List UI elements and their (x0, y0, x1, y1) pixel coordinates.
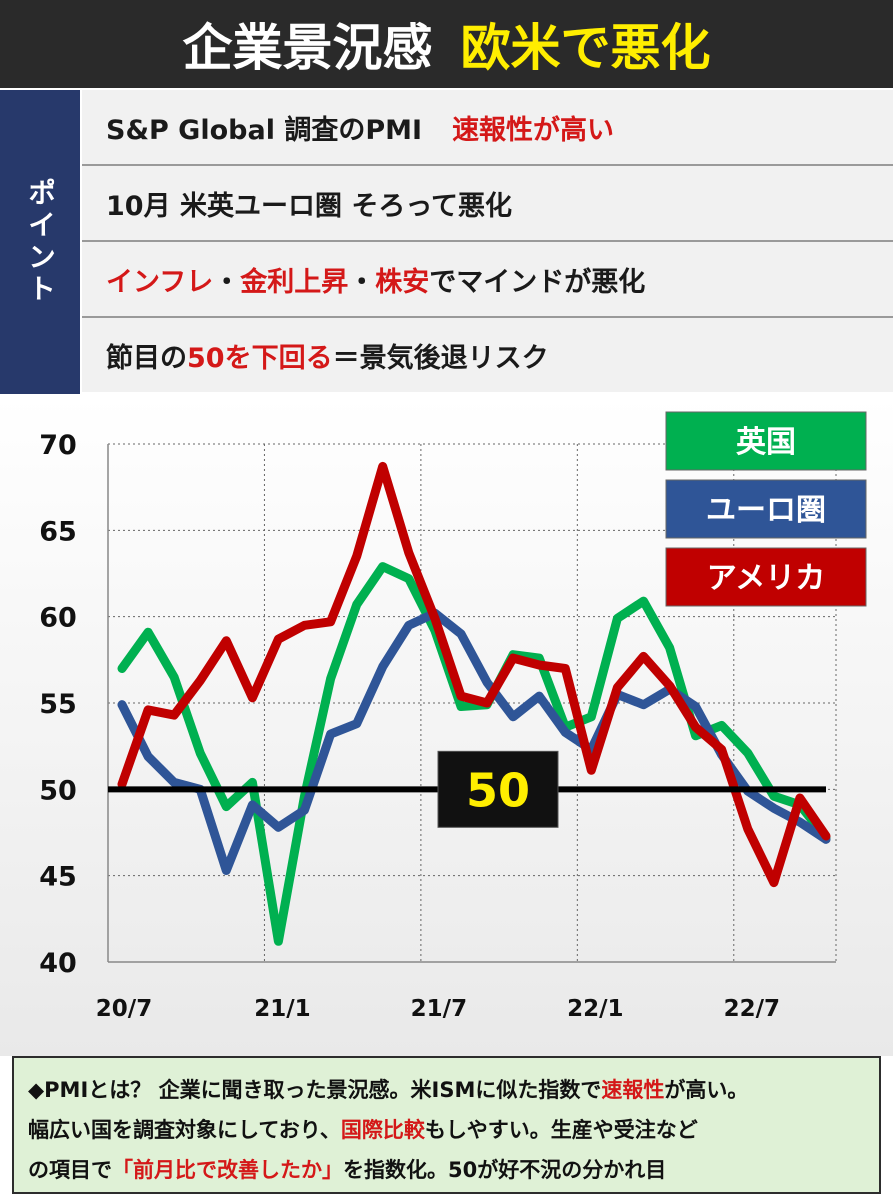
legend-label: 英国 (736, 425, 796, 460)
note-3-text-b: を指数化。50が好不況の分かれ目 (343, 1158, 667, 1182)
y-tick-label: 65 (39, 516, 77, 547)
title-bar: 企業景況感 欧米で悪化 (0, 0, 893, 88)
point-2-text: 10月 米英ユーロ圏 そろって悪化 (106, 190, 513, 222)
row-divider (82, 164, 893, 166)
points-label: ポイント (0, 90, 80, 394)
point-row-1: S&P Global 調査のPMI 速報性が高い (82, 90, 893, 164)
x-tick-label: 20/7 (96, 996, 152, 1022)
note-3-text-a: の項目で (28, 1158, 112, 1182)
note-1-text-b: が高い。 (664, 1078, 749, 1102)
point-4-text-a: 節目の (106, 342, 187, 374)
x-tick-label: 21/7 (411, 996, 467, 1022)
chart-area: 40 45 50 55 60 65 70 20/7 21/1 21/7 22/1 22/7 50 英… (0, 396, 893, 1056)
point-3-highlight-2: 金利上昇 (240, 266, 349, 298)
y-tick-label: 50 (39, 775, 77, 806)
legend-swatch (665, 547, 867, 607)
point-row-4: 節目の 50を下回る ＝景気後退リスク (82, 318, 893, 392)
legend-label: アメリカ (707, 561, 826, 596)
point-3-highlight-1: インフレ (106, 266, 214, 298)
x-tick-label: 22/1 (567, 996, 623, 1022)
pmi-line-chart: 40 45 50 55 60 65 70 20/7 21/1 21/7 22/1 22/7 50 英… (0, 396, 893, 1056)
note-2-text-b: もしやすい。生産や受注など (424, 1118, 698, 1142)
y-tick-label: 45 (39, 862, 77, 893)
points-panel: ポイント S&P Global 調査のPMI 速報性が高い 10月 米英ユーロ圏… (0, 90, 893, 394)
series-line (117, 461, 831, 888)
point-3-sep-1: ・ (213, 266, 241, 298)
note-line-1: ◆PMIとは？ 企業に聞き取った景況感。米ISMに似た指数で速報性が高い。 (28, 1070, 865, 1110)
legend-swatch (665, 479, 867, 539)
point-1-text: S&P Global 調査のPMI (106, 114, 423, 146)
point-row-2: 10月 米英ユーロ圏 そろって悪化 (82, 166, 893, 240)
page-subtitle: 欧米で悪化 (460, 19, 711, 77)
point-3-text: でマインドが悪化 (429, 266, 646, 298)
point-4-text-b: ＝景気後退リスク (332, 342, 549, 374)
legend-swatch (665, 411, 867, 471)
point-1-highlight: 速報性が高い (452, 114, 615, 146)
y-tick-label: 60 (39, 603, 77, 634)
note-1-text-a: ◆PMIとは？ 企業に聞き取った景況感。米ISMに似た指数で (28, 1078, 602, 1102)
note-line-3: の項目で「前月比で改善したか」を指数化。50が好不況の分かれ目 (28, 1150, 865, 1190)
y-tick-label: 40 (39, 948, 77, 979)
y-tick-label: 70 (39, 430, 77, 461)
point-3-highlight-3: 株安 (375, 266, 430, 298)
point-row-3: インフレ ・ 金利上昇 ・ 株安 でマインドが悪化 (82, 242, 893, 316)
series-line (117, 608, 831, 875)
point-3-sep-2: ・ (348, 266, 376, 298)
note-line-2: 幅広い国を調査対象にしており、国際比較もしやすい。生産や受注など (28, 1110, 865, 1150)
legend-label: ユーロ圏 (706, 493, 826, 528)
note-3-highlight: 「前月比で改善したか」 (112, 1158, 343, 1182)
points-label-text: ポイント (24, 178, 57, 306)
note-1-highlight: 速報性 (601, 1078, 665, 1102)
reference-label: 50 (466, 763, 530, 817)
row-divider (82, 240, 893, 242)
note-2-text-a: 幅広い国を調査対象にしており、 (28, 1118, 341, 1142)
page-title: 企業景況感 (182, 19, 433, 77)
x-tick-label: 21/1 (254, 996, 310, 1022)
reference-label-box (437, 750, 559, 828)
y-tick-label: 55 (39, 689, 77, 720)
row-divider (82, 316, 893, 318)
point-4-highlight: 50を下回る (187, 342, 333, 374)
note-2-highlight: 国際比較 (340, 1118, 425, 1142)
x-tick-label: 22/7 (724, 996, 780, 1022)
pmi-note: ◆PMIとは？ 企業に聞き取った景況感。米ISMに似た指数で速報性が高い。 幅広… (12, 1056, 881, 1194)
